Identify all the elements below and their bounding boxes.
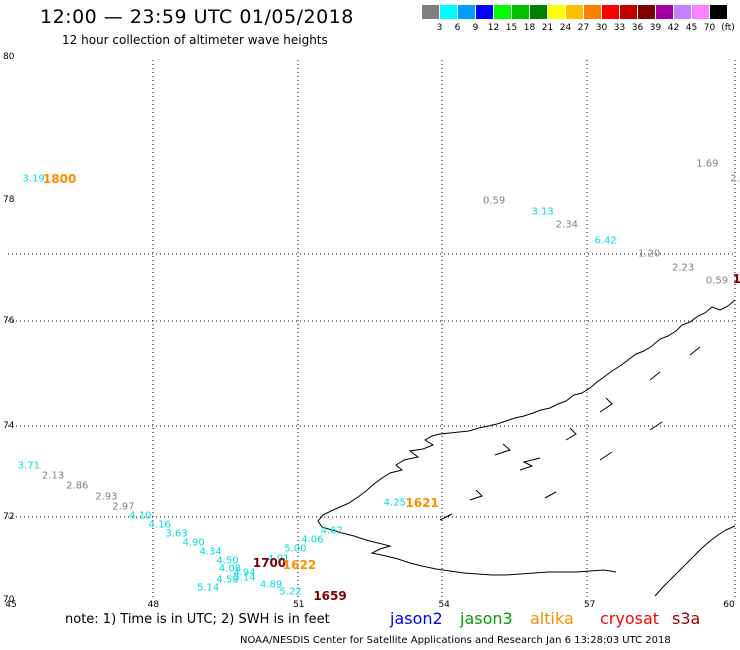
- legend-label: 21: [541, 23, 554, 33]
- lon-label: 57: [583, 600, 596, 610]
- legend-label: 33: [613, 23, 626, 33]
- legend-label: 24: [559, 23, 572, 33]
- legend-swatch: [674, 5, 691, 19]
- legend-label: 12: [487, 23, 500, 33]
- page-title: 12:00 — 23:59 UTC 01/05/2018: [40, 6, 354, 28]
- footer-credit: NOAA/NESDIS Center for Satellite Applica…: [240, 635, 671, 646]
- wave-height-value: 2.34: [555, 219, 578, 231]
- wave-height-value: 5.14: [233, 572, 256, 584]
- track-time-label: 1700: [252, 555, 287, 570]
- legend-label: 36: [631, 23, 644, 33]
- legend-swatch: [422, 5, 439, 19]
- coastline-inlets: [439, 346, 701, 521]
- wave-height-value: 5.22: [279, 586, 302, 598]
- legend-label: 18: [523, 23, 536, 33]
- satellite-jason3: jason3: [460, 609, 513, 628]
- legend-label: 27: [577, 23, 590, 33]
- satellite-s3a: s3a: [672, 609, 701, 628]
- track-time-label: 1800: [42, 171, 77, 186]
- legend-label: 3: [436, 23, 443, 33]
- wave-height-value: 2.97: [112, 501, 135, 513]
- wave-height-value: 3.71: [17, 460, 40, 472]
- track-time-label: 1: [732, 271, 740, 286]
- satellite-jason2: jason2: [390, 609, 443, 628]
- legend-label: 70: [703, 23, 716, 33]
- wave-height-value: 2.93: [95, 491, 118, 503]
- legend-swatch: [692, 5, 709, 19]
- legend-swatch: [638, 5, 655, 19]
- wave-height-value: 2.23: [671, 262, 695, 274]
- wave-height-value: 2.: [730, 173, 740, 185]
- wave-height-value: 3.63: [165, 528, 188, 540]
- lon-label: 48: [147, 600, 160, 610]
- legend-swatch: [476, 5, 493, 19]
- wave-height-value: 1.69: [696, 158, 719, 170]
- legend-swatch: [584, 5, 601, 19]
- lat-label: 80: [3, 52, 15, 62]
- wave-height-value: 4.90: [182, 537, 205, 549]
- lon-label: 54: [438, 600, 450, 610]
- legend-swatch: [566, 5, 583, 19]
- legend-label: 30: [595, 23, 608, 33]
- legend-swatch: [494, 5, 511, 19]
- wave-height-value: 4.06: [301, 534, 324, 546]
- satellite-cryosat: cryosat: [600, 609, 660, 628]
- lon-label: 45: [5, 600, 17, 610]
- wave-height-value: 6.42: [594, 235, 617, 247]
- legend-swatch: [656, 5, 673, 19]
- legend-swatch: [710, 5, 727, 19]
- wave-height-value: 4.16: [148, 519, 171, 531]
- wave-height-value: 4.34: [199, 546, 222, 558]
- legend-swatch: [440, 5, 457, 19]
- wave-height-value: 0.59: [705, 275, 729, 287]
- wave-height-value: 5.00: [284, 543, 307, 555]
- wave-height-value: 3.13: [531, 206, 554, 218]
- legend-swatch: [458, 5, 475, 19]
- page-subtitle: 12 hour collection of altimeter wave hei…: [62, 33, 328, 47]
- wave-height-value: 3.19: [22, 173, 45, 185]
- legend-swatch: [602, 5, 619, 19]
- lat-label: 76: [3, 316, 15, 326]
- legend-label: 45: [685, 23, 698, 33]
- legend-unit: (ft): [721, 23, 735, 33]
- graticule-lines: [8, 60, 736, 598]
- legend-label: 6: [454, 23, 461, 33]
- wave-height-value: 4.50: [216, 555, 239, 567]
- legend-swatch: [620, 5, 637, 19]
- wave-height-value: 1.20: [638, 248, 661, 260]
- lon-label: 60: [723, 600, 735, 610]
- legend-swatch: [530, 5, 547, 19]
- legend-label: 15: [505, 23, 518, 33]
- lat-label: 74: [3, 421, 15, 431]
- lon-label: 51: [293, 600, 305, 610]
- wave-height-value: 2.86: [66, 480, 89, 492]
- novaya-zemlya-coastline: [317, 299, 736, 597]
- legend-label: 42: [667, 23, 680, 33]
- track-time-label: 1659: [313, 588, 347, 603]
- wave-height-value: 4.58: [216, 574, 239, 586]
- wave-height-value: 4.10: [129, 510, 152, 522]
- wave-height-value: 5.14: [197, 582, 220, 594]
- footer-note: note: 1) Time is in UTC; 2) SWH is in fe…: [65, 612, 330, 627]
- legend-label: 39: [649, 23, 662, 33]
- legend-swatch: [512, 5, 529, 19]
- legend-label: 9: [472, 23, 479, 33]
- wave-height-value: 4.91: [267, 553, 290, 564]
- wave-height-value: 4.25: [383, 497, 406, 509]
- wave-height-value: 0.59: [482, 195, 506, 207]
- lat-label: 72: [3, 512, 15, 522]
- satellite-altika: altika: [530, 609, 574, 628]
- wave-height-value: 4.94: [233, 567, 256, 579]
- lat-label: 78: [3, 195, 15, 205]
- wave-height-value: 4.62: [320, 525, 343, 537]
- wave-height-value: 4.89: [260, 579, 283, 591]
- track-time-label: 1622: [282, 558, 317, 573]
- wave-height-value: 4.08: [218, 563, 242, 575]
- track-time-label: 1621: [405, 496, 439, 511]
- legend-swatch: [548, 5, 565, 19]
- wave-height-value: 2.13: [41, 470, 65, 482]
- lat-label: 70: [3, 595, 15, 605]
